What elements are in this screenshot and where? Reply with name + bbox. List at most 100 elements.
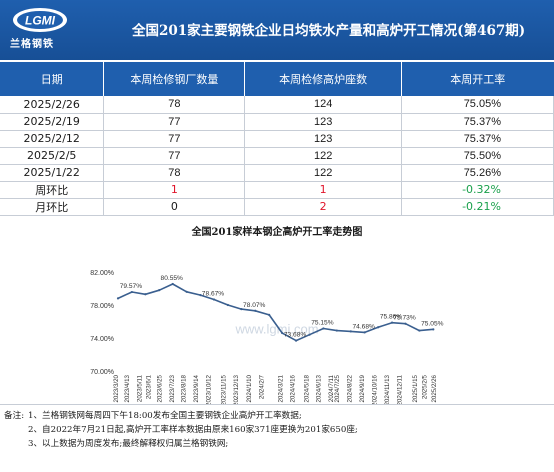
table-row: 2025/2/26 78 124 75.05% xyxy=(0,96,554,114)
cell-furnaces: 123 xyxy=(244,113,403,131)
table-row: 2025/2/19 77 123 75.37% xyxy=(0,113,554,131)
col-header-mills: 本周检修钢厂数量 xyxy=(103,62,246,96)
x-tick-label: 2023/11/15 xyxy=(221,374,228,404)
cell-furnaces: 123 xyxy=(244,130,403,148)
svg-text:LGMI: LGMI xyxy=(25,14,56,28)
cell-mills: 78 xyxy=(103,164,246,182)
data-label: 75.05% xyxy=(421,320,444,327)
data-point xyxy=(185,290,188,293)
chart-panel: 全国201家样本钢企高炉开工率走势图 www.lgmi.com 70.00% 74.… xyxy=(0,218,554,404)
data-label: 74.68% xyxy=(352,323,375,330)
x-tick-label: 2023/10/12 xyxy=(205,374,212,404)
data-label: 79.57% xyxy=(120,283,143,290)
x-tick-label: 2024/7/11 xyxy=(328,374,335,402)
cell-furnaces: 124 xyxy=(244,96,403,114)
data-label: 78.67% xyxy=(202,290,225,297)
data-label: 75.15% xyxy=(311,320,334,327)
x-tick-label: 2024/6/13 xyxy=(315,374,322,402)
cell-furnaces: 122 xyxy=(244,147,403,165)
data-point xyxy=(254,309,257,312)
data-point xyxy=(240,308,243,311)
data-label: 75.73% xyxy=(393,315,416,322)
cell-rate: 75.37% xyxy=(401,130,554,148)
data-point xyxy=(294,339,298,342)
data-point xyxy=(418,329,421,332)
data-point xyxy=(390,321,394,324)
y-tick-label: 74.00% xyxy=(90,336,114,343)
cell-rate: 75.26% xyxy=(401,164,554,182)
table-row: 2025/2/12 77 123 75.37% xyxy=(0,130,554,148)
data-point xyxy=(171,282,174,286)
data-point xyxy=(281,331,284,335)
cell-date: 2025/2/19 xyxy=(0,113,105,131)
table-header-row: 日期 本周检修钢厂数量 本周检修高炉座数 本周开工率 xyxy=(0,62,554,96)
x-tick-label: 2024/3/21 xyxy=(278,374,285,402)
y-tick-label: 78.00% xyxy=(90,303,114,310)
x-tick-label: 2024/9/19 xyxy=(359,374,366,402)
data-label: 73.68% xyxy=(284,332,307,339)
watermark-text: www.lgmi.com xyxy=(234,322,318,337)
table-row: 2025/1/22 78 122 75.26% xyxy=(0,164,554,182)
cell-mills: 77 xyxy=(103,147,246,165)
notes-lines: 1、兰格钢铁网每周四下午18:00发布全国主要钢铁企业高炉开工率数据; 2、自2… xyxy=(28,409,358,451)
cell-furnaces-change: 2 xyxy=(244,198,403,216)
data-label: 78.07% xyxy=(243,302,266,309)
cell-furnaces-change: 1 xyxy=(244,181,403,199)
note-line: 1、兰格钢铁网每周四下午18:00发布全国主要钢铁企业高炉开工率数据; xyxy=(28,411,302,421)
data-point xyxy=(226,303,229,307)
data-point xyxy=(158,289,161,292)
x-tick-label: 2024/5/18 xyxy=(304,374,311,402)
x-tick-label: 2024/7/25 xyxy=(334,374,341,402)
data-point xyxy=(130,290,134,294)
x-tick-label: 2024/11/13 xyxy=(384,374,391,404)
x-tick-label: 2023/6/1 xyxy=(146,374,153,399)
data-point xyxy=(335,329,338,332)
logo-text: 兰格钢铁 xyxy=(10,39,54,50)
col-header-date: 日期 xyxy=(0,62,105,96)
x-tick-label: 2024/4/16 xyxy=(289,374,296,402)
data-point xyxy=(404,322,407,325)
lange-logo: LGMI 兰格钢铁 xyxy=(6,5,106,55)
col-header-furnaces: 本周检修高炉座数 xyxy=(244,62,403,96)
table-row: 2025/2/5 77 122 75.50% xyxy=(0,147,554,165)
cell-date: 2025/2/12 xyxy=(0,130,105,148)
x-tick-label: 2023/12/13 xyxy=(233,374,240,404)
data-point xyxy=(116,297,120,300)
cell-mills: 77 xyxy=(103,113,246,131)
cell-rate-change: -0.21% xyxy=(401,198,554,216)
x-tick-label: 2024/8/22 xyxy=(347,374,354,402)
table-row-weekly-change: 周环比 1 1 -0.32% xyxy=(0,181,554,199)
cell-furnaces: 122 xyxy=(244,164,403,182)
cell-date: 2025/2/26 xyxy=(0,96,105,114)
data-point xyxy=(377,326,380,329)
data-point xyxy=(199,294,202,297)
x-tick-label: 2024/10/16 xyxy=(371,374,378,404)
x-tick-label: 2024/12/11 xyxy=(396,374,403,404)
series-line xyxy=(117,283,434,342)
chart-title: 全国201家样本钢企高炉开工率走势图 xyxy=(191,227,363,238)
cell-mills-change: 0 xyxy=(103,198,246,216)
y-tick-label: 82.00% xyxy=(90,270,114,277)
table-row-monthly-change: 月环比 0 2 -0.21% xyxy=(0,198,554,216)
data-point xyxy=(268,313,271,316)
x-tick-label: 2025/2/26 xyxy=(431,374,438,402)
cell-date: 2025/2/5 xyxy=(0,147,105,165)
cell-mills: 78 xyxy=(103,96,246,114)
data-point xyxy=(432,328,435,331)
cell-mills-change: 1 xyxy=(103,181,246,199)
line-chart: www.lgmi.com 70.00% 74.00% 78.00% 82.00% 2023… xyxy=(90,270,444,404)
x-tick-label: 2023/6/25 xyxy=(157,374,164,402)
data-point xyxy=(144,293,147,296)
cell-rate: 75.37% xyxy=(401,113,554,131)
cell-date: 2025/1/22 xyxy=(0,164,105,182)
data-point xyxy=(363,331,366,334)
x-tick-label: 2025/2/5 xyxy=(422,374,429,399)
note-line: 3、以上数据为周度发布;最终解释权归属兰格钢铁网; xyxy=(28,439,229,449)
cell-label: 月环比 xyxy=(0,198,105,216)
data-point xyxy=(212,298,216,301)
data-point xyxy=(308,333,311,336)
page-title: 全国201家主要钢铁企业日均铁水产量和高炉开工情况(第467期) xyxy=(132,23,526,39)
data-point xyxy=(322,327,325,330)
x-tick-label: 2024/2/7 xyxy=(258,374,265,399)
x-tick-label: 2023/4/13 xyxy=(124,374,131,402)
